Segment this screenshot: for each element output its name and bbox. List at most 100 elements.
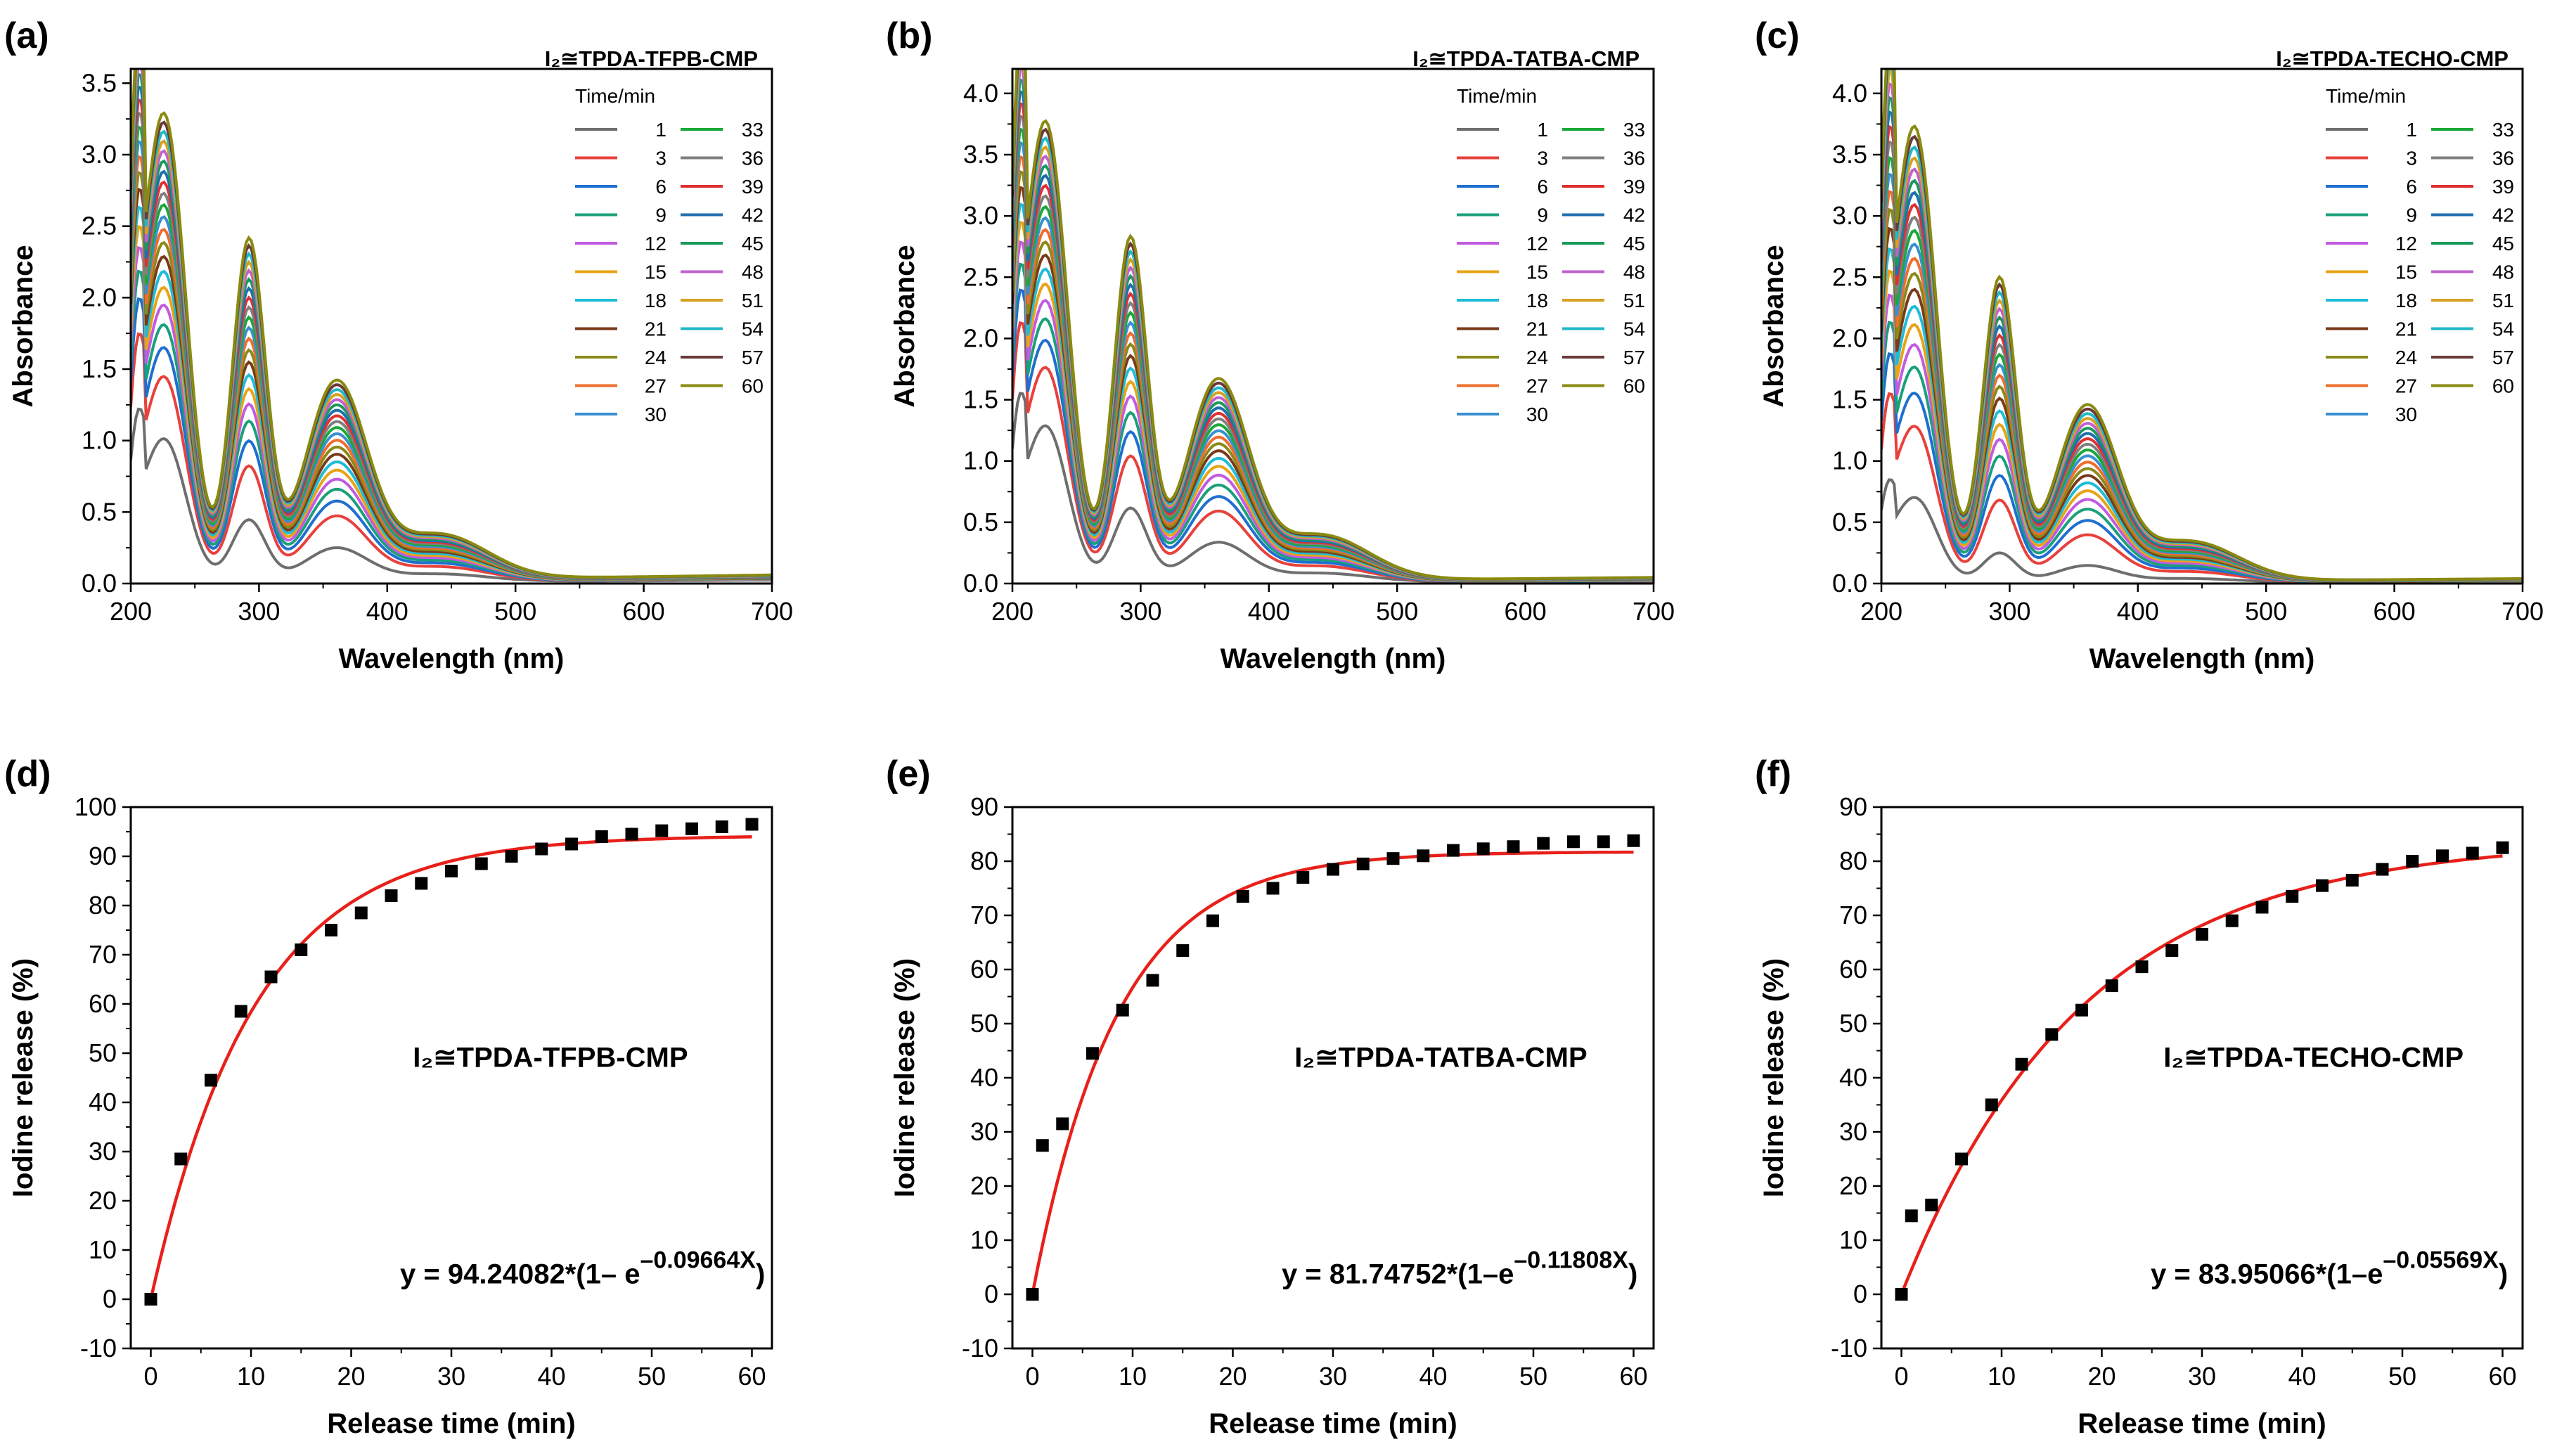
plot-frame (1880, 806, 2524, 1350)
data-point (1236, 890, 1249, 903)
legend-label: 33 (742, 119, 764, 141)
y-tick-label: 60 (1839, 955, 1867, 984)
y-tick-label: 70 (89, 940, 117, 969)
legend-label: 9 (655, 205, 667, 226)
plot-area (1895, 841, 2509, 1301)
sample-label: I₂≅TPDA-TECHO-CMP (2163, 1043, 2464, 1074)
legend-label: 21 (645, 318, 667, 340)
data-point (2045, 1028, 2059, 1041)
legend-label: 51 (2492, 290, 2514, 311)
x-tick-label: 400 (366, 597, 408, 626)
plot-frame (1011, 806, 1655, 1350)
data-point (2496, 841, 2509, 854)
data-point (2196, 927, 2208, 941)
legend-label: 15 (645, 262, 667, 283)
panel-title: I₂≅TPDA-TATBA-CMP (1412, 46, 1640, 71)
y-tick-label: 3.0 (82, 140, 117, 169)
equation-suffix: ) (2499, 1259, 2508, 1290)
data-point (595, 830, 608, 843)
legend-label: 57 (742, 347, 764, 368)
legend-label: 3 (2406, 148, 2417, 169)
y-tick-label: 90 (89, 842, 117, 870)
fit-equation: y = 94.24082*(1– e–0.09664X) (400, 1247, 765, 1290)
panel-label: (b) (886, 15, 932, 56)
x-axis-label: Wavelength (nm) (1221, 643, 1446, 674)
y-axis-label: Absorbance (8, 245, 39, 407)
x-tick-label: 30 (437, 1362, 465, 1391)
data-point (1417, 849, 1430, 863)
y-tick-label: 30 (970, 1117, 998, 1146)
fit-curve (149, 835, 752, 1300)
x-tick-label: 200 (110, 597, 152, 626)
x-tick-label: 500 (2245, 597, 2287, 626)
data-point (1327, 863, 1339, 876)
data-point (2316, 879, 2329, 892)
y-axis-label: Absorbance (889, 245, 920, 407)
legend-label: 36 (2492, 148, 2514, 169)
data-point (535, 842, 548, 856)
equation-exponent: –0.11808X (1514, 1247, 1628, 1274)
legend-label: 33 (2492, 119, 2514, 141)
data-point (415, 877, 428, 890)
plot-area (1881, 69, 2523, 584)
panel-label: (c) (1755, 15, 1800, 56)
data-point (264, 970, 278, 984)
y-tick-label: 10 (1839, 1225, 1867, 1254)
fit-equation: y = 83.95066*(1–e–0.05569X) (2151, 1247, 2508, 1290)
y-tick-label: 0 (984, 1280, 998, 1308)
x-axis-label: Release time (min) (2078, 1408, 2326, 1439)
y-tick-label: 90 (970, 792, 998, 821)
data-point (2406, 855, 2419, 868)
data-point (475, 857, 488, 870)
y-tick-label: 2.0 (82, 283, 117, 311)
panel-label: (f) (1755, 754, 1791, 794)
x-tick-label: 500 (494, 597, 536, 626)
data-point (1597, 835, 1610, 849)
panel-label: (e) (886, 754, 931, 794)
y-tick-label: 0.0 (1832, 569, 1867, 598)
panel-label: (d) (4, 754, 51, 794)
legend-label: 18 (1526, 290, 1548, 311)
data-point (325, 924, 337, 936)
legend-label: 6 (1537, 176, 1548, 198)
x-tick-label: 20 (1218, 1362, 1247, 1391)
x-tick-label: 30 (1319, 1362, 1347, 1391)
plot-area (131, 69, 772, 583)
legend-label: 39 (1623, 176, 1645, 198)
x-axis-label: Wavelength (nm) (2089, 643, 2315, 674)
data-point (685, 822, 698, 835)
data-point (2225, 914, 2239, 927)
data-point (2015, 1057, 2028, 1071)
data-point (1116, 1003, 1129, 1017)
y-tick-label: 10 (89, 1235, 117, 1264)
data-point (1537, 837, 1550, 850)
data-point (2165, 944, 2179, 958)
legend-title: Time/min (2326, 85, 2406, 107)
plot-frame (1011, 67, 1655, 585)
legend-label: 42 (2492, 205, 2514, 226)
legend-label: 57 (1623, 347, 1645, 368)
data-point (1086, 1047, 1099, 1060)
x-tick-label: 20 (2087, 1362, 2116, 1391)
plot-frame (129, 806, 773, 1350)
legend-label: 21 (1526, 318, 1548, 340)
x-tick-label: 60 (2488, 1362, 2516, 1391)
legend-label: 24 (1526, 347, 1548, 368)
legend-label: 15 (2395, 262, 2417, 283)
data-point (1146, 974, 1159, 987)
y-tick-label: 0.0 (82, 569, 117, 598)
panel-title: I₂≅TPDA-TFPB-CMP (545, 46, 758, 71)
y-tick-label: 2.0 (1832, 323, 1867, 352)
x-tick-label: 0 (143, 1362, 157, 1391)
data-point (1895, 1288, 1908, 1301)
y-tick-label: 40 (1839, 1063, 1867, 1092)
data-point (144, 1293, 157, 1306)
legend-label: 36 (1623, 148, 1645, 169)
y-tick-label: 100 (75, 792, 117, 821)
y-tick-label: 40 (970, 1063, 998, 1092)
x-tick-label: 60 (738, 1362, 766, 1391)
y-tick-label: 3.5 (1832, 140, 1867, 169)
y-tick-label: 80 (1839, 846, 1867, 875)
legend-label: 27 (2395, 375, 2417, 397)
x-tick-label: 200 (991, 597, 1033, 626)
